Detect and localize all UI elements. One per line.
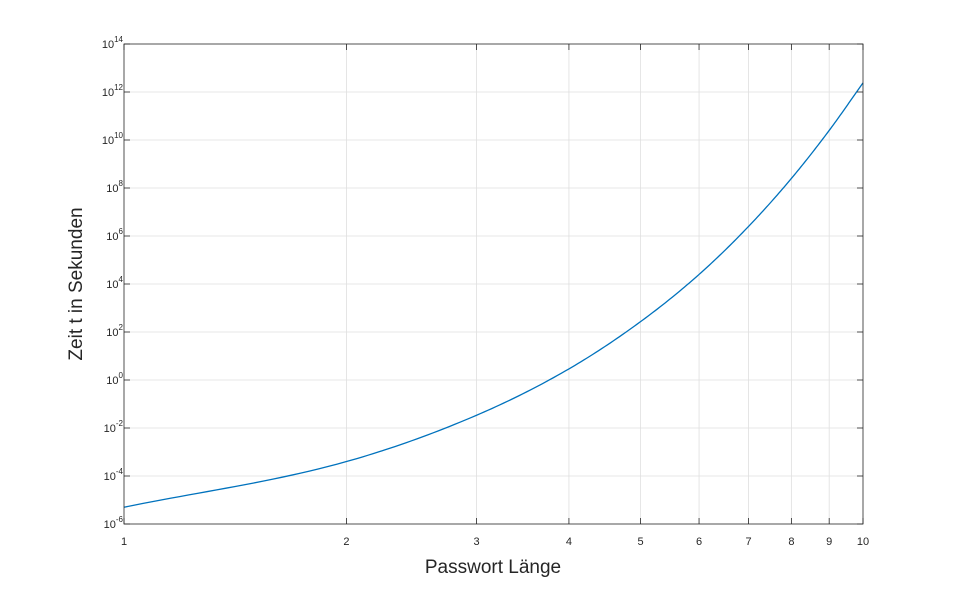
x-tick-label: 10 — [857, 536, 869, 548]
series-line — [123, 82, 864, 508]
y-tick-label: 106 — [106, 227, 123, 243]
x-axis-label: Passwort Länge — [425, 557, 561, 578]
y-axis: 10-6 10-4 10-2 100 102 104 106 108 1010 1012 1014 — [102, 35, 863, 531]
x-tick-label: 8 — [788, 536, 794, 548]
x-tick-label: 2 — [343, 536, 349, 548]
y-tick-label: 108 — [106, 179, 123, 195]
x-axis: 1 2 3 4 5 6 7 8 9 10 — [121, 44, 869, 548]
y-tick-label: 10-4 — [104, 467, 124, 483]
y-tick-label: 102 — [106, 323, 123, 339]
x-tick-label: 7 — [745, 536, 751, 548]
y-tick-label: 10-6 — [104, 515, 124, 531]
y-tick-label: 1010 — [102, 131, 124, 147]
x-tick-label: 1 — [121, 536, 127, 548]
y-tick-label: 104 — [106, 275, 123, 291]
y-tick-label: 1012 — [102, 83, 124, 99]
x-tick-label: 9 — [826, 536, 832, 548]
x-tick-label: 3 — [474, 536, 480, 548]
y-tick-label: 100 — [106, 371, 123, 387]
x-tick-label: 5 — [637, 536, 643, 548]
y-tick-label: 1014 — [102, 35, 124, 51]
x-tick-label: 4 — [566, 536, 572, 548]
y-axis-label: Zeit t in Sekunden — [66, 207, 87, 360]
x-tick-label: 6 — [696, 536, 702, 548]
y-tick-label: 10-2 — [104, 419, 124, 435]
grid-lines — [124, 44, 863, 524]
